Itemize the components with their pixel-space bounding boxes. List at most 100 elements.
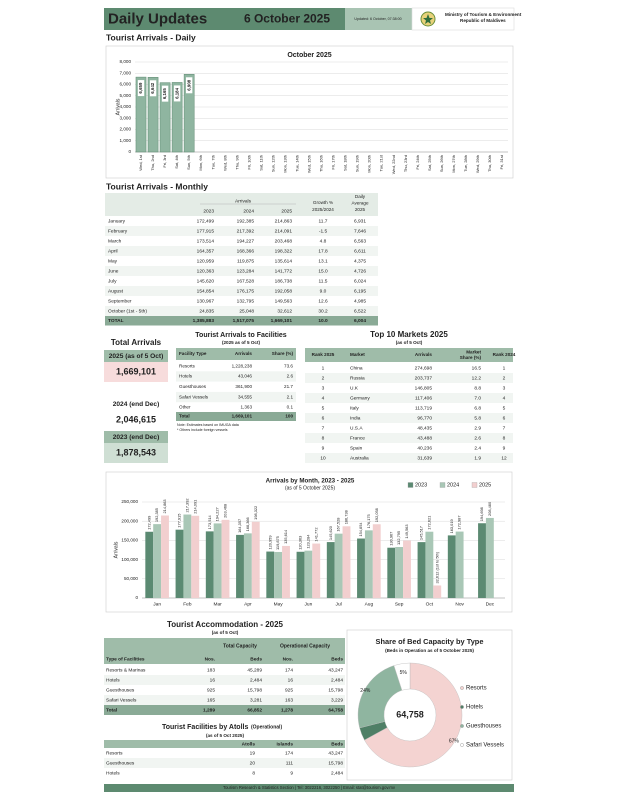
- year-header: 2024: [243, 208, 254, 214]
- x-tick-label: Thu, 30th: [487, 155, 492, 172]
- legend-swatch: [407, 482, 414, 488]
- table-cell: 8: [322, 435, 325, 441]
- table-cell: 25,048: [239, 308, 254, 314]
- table-cell: 135,614: [275, 258, 293, 264]
- total-label: 2023 (end Dec): [113, 434, 160, 441]
- table-cell: Other: [179, 405, 191, 410]
- table-cell: Safari Vessels: [106, 697, 137, 703]
- table-cell: 925: [285, 687, 293, 693]
- table-total-row: [176, 412, 296, 421]
- table-cell: 16: [210, 677, 216, 683]
- y-tick-label: 150,000: [121, 538, 138, 543]
- x-tick-label: Jul: [336, 601, 342, 607]
- table-cell: 43,488: [417, 435, 432, 441]
- chart-title: Arrivals by Month, 2023 - 2025: [266, 478, 355, 485]
- table-cell: 4,985: [354, 298, 366, 304]
- table-header: [176, 348, 296, 360]
- table-total-cell: TOTAL: [108, 318, 124, 324]
- value-label: 149,563: [404, 524, 409, 538]
- table-cell: 214,863: [275, 218, 293, 224]
- x-tick-label: Fri, 31st: [499, 154, 504, 169]
- table-cell: 21.7: [284, 384, 293, 389]
- table-cell: 174: [285, 750, 293, 756]
- table-cell: Resorts & Marinas: [106, 667, 146, 673]
- table-total-row: [105, 316, 378, 326]
- table-cell: Hotels: [106, 770, 120, 776]
- legend-swatch: [460, 743, 464, 747]
- value-label: 208,480: [487, 501, 492, 516]
- value-label: 172,621: [426, 516, 431, 530]
- table-cell: 132,795: [237, 298, 255, 304]
- bar: [191, 515, 200, 598]
- total-value-box: [104, 362, 168, 382]
- table-cell: 3: [503, 385, 506, 391]
- y-tick-label: 250,000: [121, 499, 138, 504]
- table-cell: May: [108, 258, 118, 264]
- table-cell: 8: [503, 435, 506, 441]
- bar: [395, 547, 404, 598]
- table-cell: 6: [503, 415, 506, 421]
- chart-title: October 2025: [287, 52, 331, 59]
- column-group-header: Operational Capacity: [280, 643, 330, 649]
- x-tick-label: Wed, 29th: [475, 155, 480, 173]
- x-tick-label: Fri, 3rd: [162, 155, 167, 168]
- legend-swatch: [460, 686, 464, 690]
- bar: [251, 521, 260, 598]
- y-tick-label: 100,000: [121, 557, 138, 562]
- growth-header: 2025/2024: [312, 207, 334, 212]
- table-cell: 11.7: [319, 218, 328, 224]
- table-cell: 1: [322, 365, 325, 371]
- bar: [161, 515, 169, 598]
- table-cell: 13.1: [318, 258, 328, 264]
- value-label: 145,517: [419, 526, 424, 540]
- column-header: Market: [466, 349, 481, 354]
- y-axis-label: Arrivals: [113, 541, 119, 558]
- page-title: Daily Updates: [108, 10, 207, 27]
- table-cell: 198,322: [275, 248, 293, 254]
- table-cell: 2,484: [250, 677, 262, 683]
- donut-slice: [393, 662, 411, 691]
- x-tick-label: Jun: [305, 601, 313, 607]
- table-cell: 1: [503, 365, 506, 371]
- bar: [153, 524, 162, 598]
- table-cell: 15,798: [247, 687, 262, 693]
- x-tick-label: Sat, 11th: [258, 155, 263, 171]
- table-cell: 19: [250, 750, 256, 756]
- slice-label: 5%: [400, 670, 408, 676]
- table-cell: 120,959: [197, 258, 215, 264]
- growth-header: Growth %: [313, 200, 333, 205]
- bar: [334, 533, 343, 598]
- table-cell: April: [108, 248, 118, 254]
- total-label-box: [104, 398, 168, 410]
- legend-label: 2024: [447, 482, 459, 488]
- bar: [282, 545, 290, 598]
- y-tick-label: 6,000: [120, 82, 132, 87]
- table-cell: 12.6: [318, 298, 328, 304]
- slice-label: 67%: [449, 738, 460, 744]
- x-tick-label: Mon, 20th: [367, 155, 372, 173]
- legend-label: Safari Vessels: [466, 743, 504, 749]
- table-cell: 163: [285, 697, 293, 703]
- table-cell: 6,522: [354, 308, 366, 314]
- value-label: 168,366: [245, 517, 250, 531]
- table-cell: 176,175: [237, 288, 255, 294]
- table-total-cell: 64,758: [328, 707, 343, 713]
- x-tick-label: Feb: [183, 601, 192, 607]
- legend-label: Hotels: [466, 705, 483, 711]
- table-cell: 123,284: [237, 268, 255, 274]
- table-cell: Germany: [350, 395, 370, 401]
- table-cell: 1,363: [241, 405, 253, 410]
- x-tick-label: Sat, 18th: [343, 155, 348, 171]
- table-cell: Russia: [350, 375, 365, 381]
- x-tick-label: Wed, 8th: [222, 155, 227, 171]
- x-tick-label: Aug: [365, 601, 374, 607]
- table-cell: 130,967: [197, 298, 215, 304]
- table-cell: 9: [290, 770, 293, 776]
- bar: [433, 585, 442, 598]
- table-cell: 173,514: [197, 238, 215, 244]
- bar: [364, 530, 373, 598]
- table-cell: 12: [501, 455, 507, 461]
- table-cell: 12.2: [472, 375, 482, 381]
- legend-swatch: [460, 724, 464, 728]
- table-cell: 6,611: [354, 248, 366, 254]
